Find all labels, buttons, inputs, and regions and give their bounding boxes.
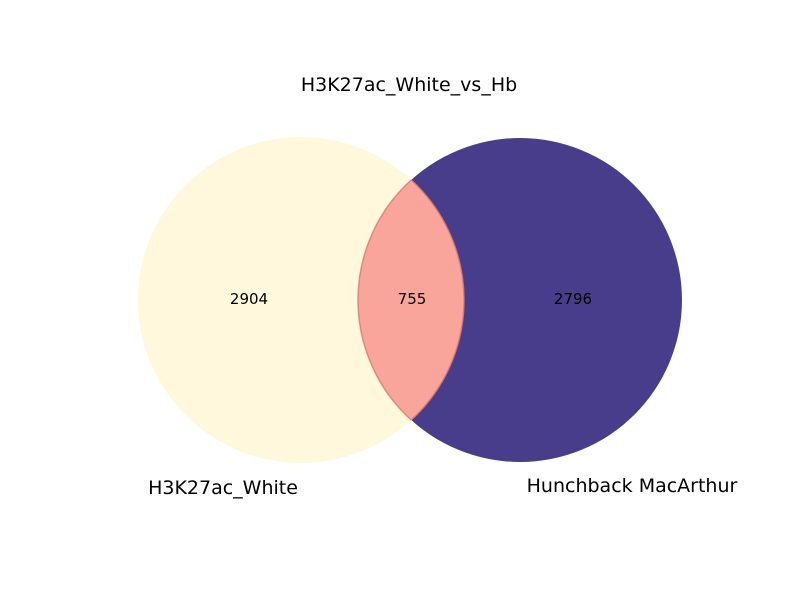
intersection-outline-a <box>358 138 465 462</box>
chart-title: H3K27ac_White_vs_Hb <box>301 74 517 96</box>
set-a-only-count: 2904 <box>230 290 268 308</box>
set-a-label: H3K27ac_White <box>148 477 298 499</box>
set-b-only-count: 2796 <box>554 290 592 308</box>
intersection-region <box>357 137 464 463</box>
intersection-count: 755 <box>398 290 427 308</box>
set-b-label: Hunchback MacArthur <box>527 475 738 497</box>
